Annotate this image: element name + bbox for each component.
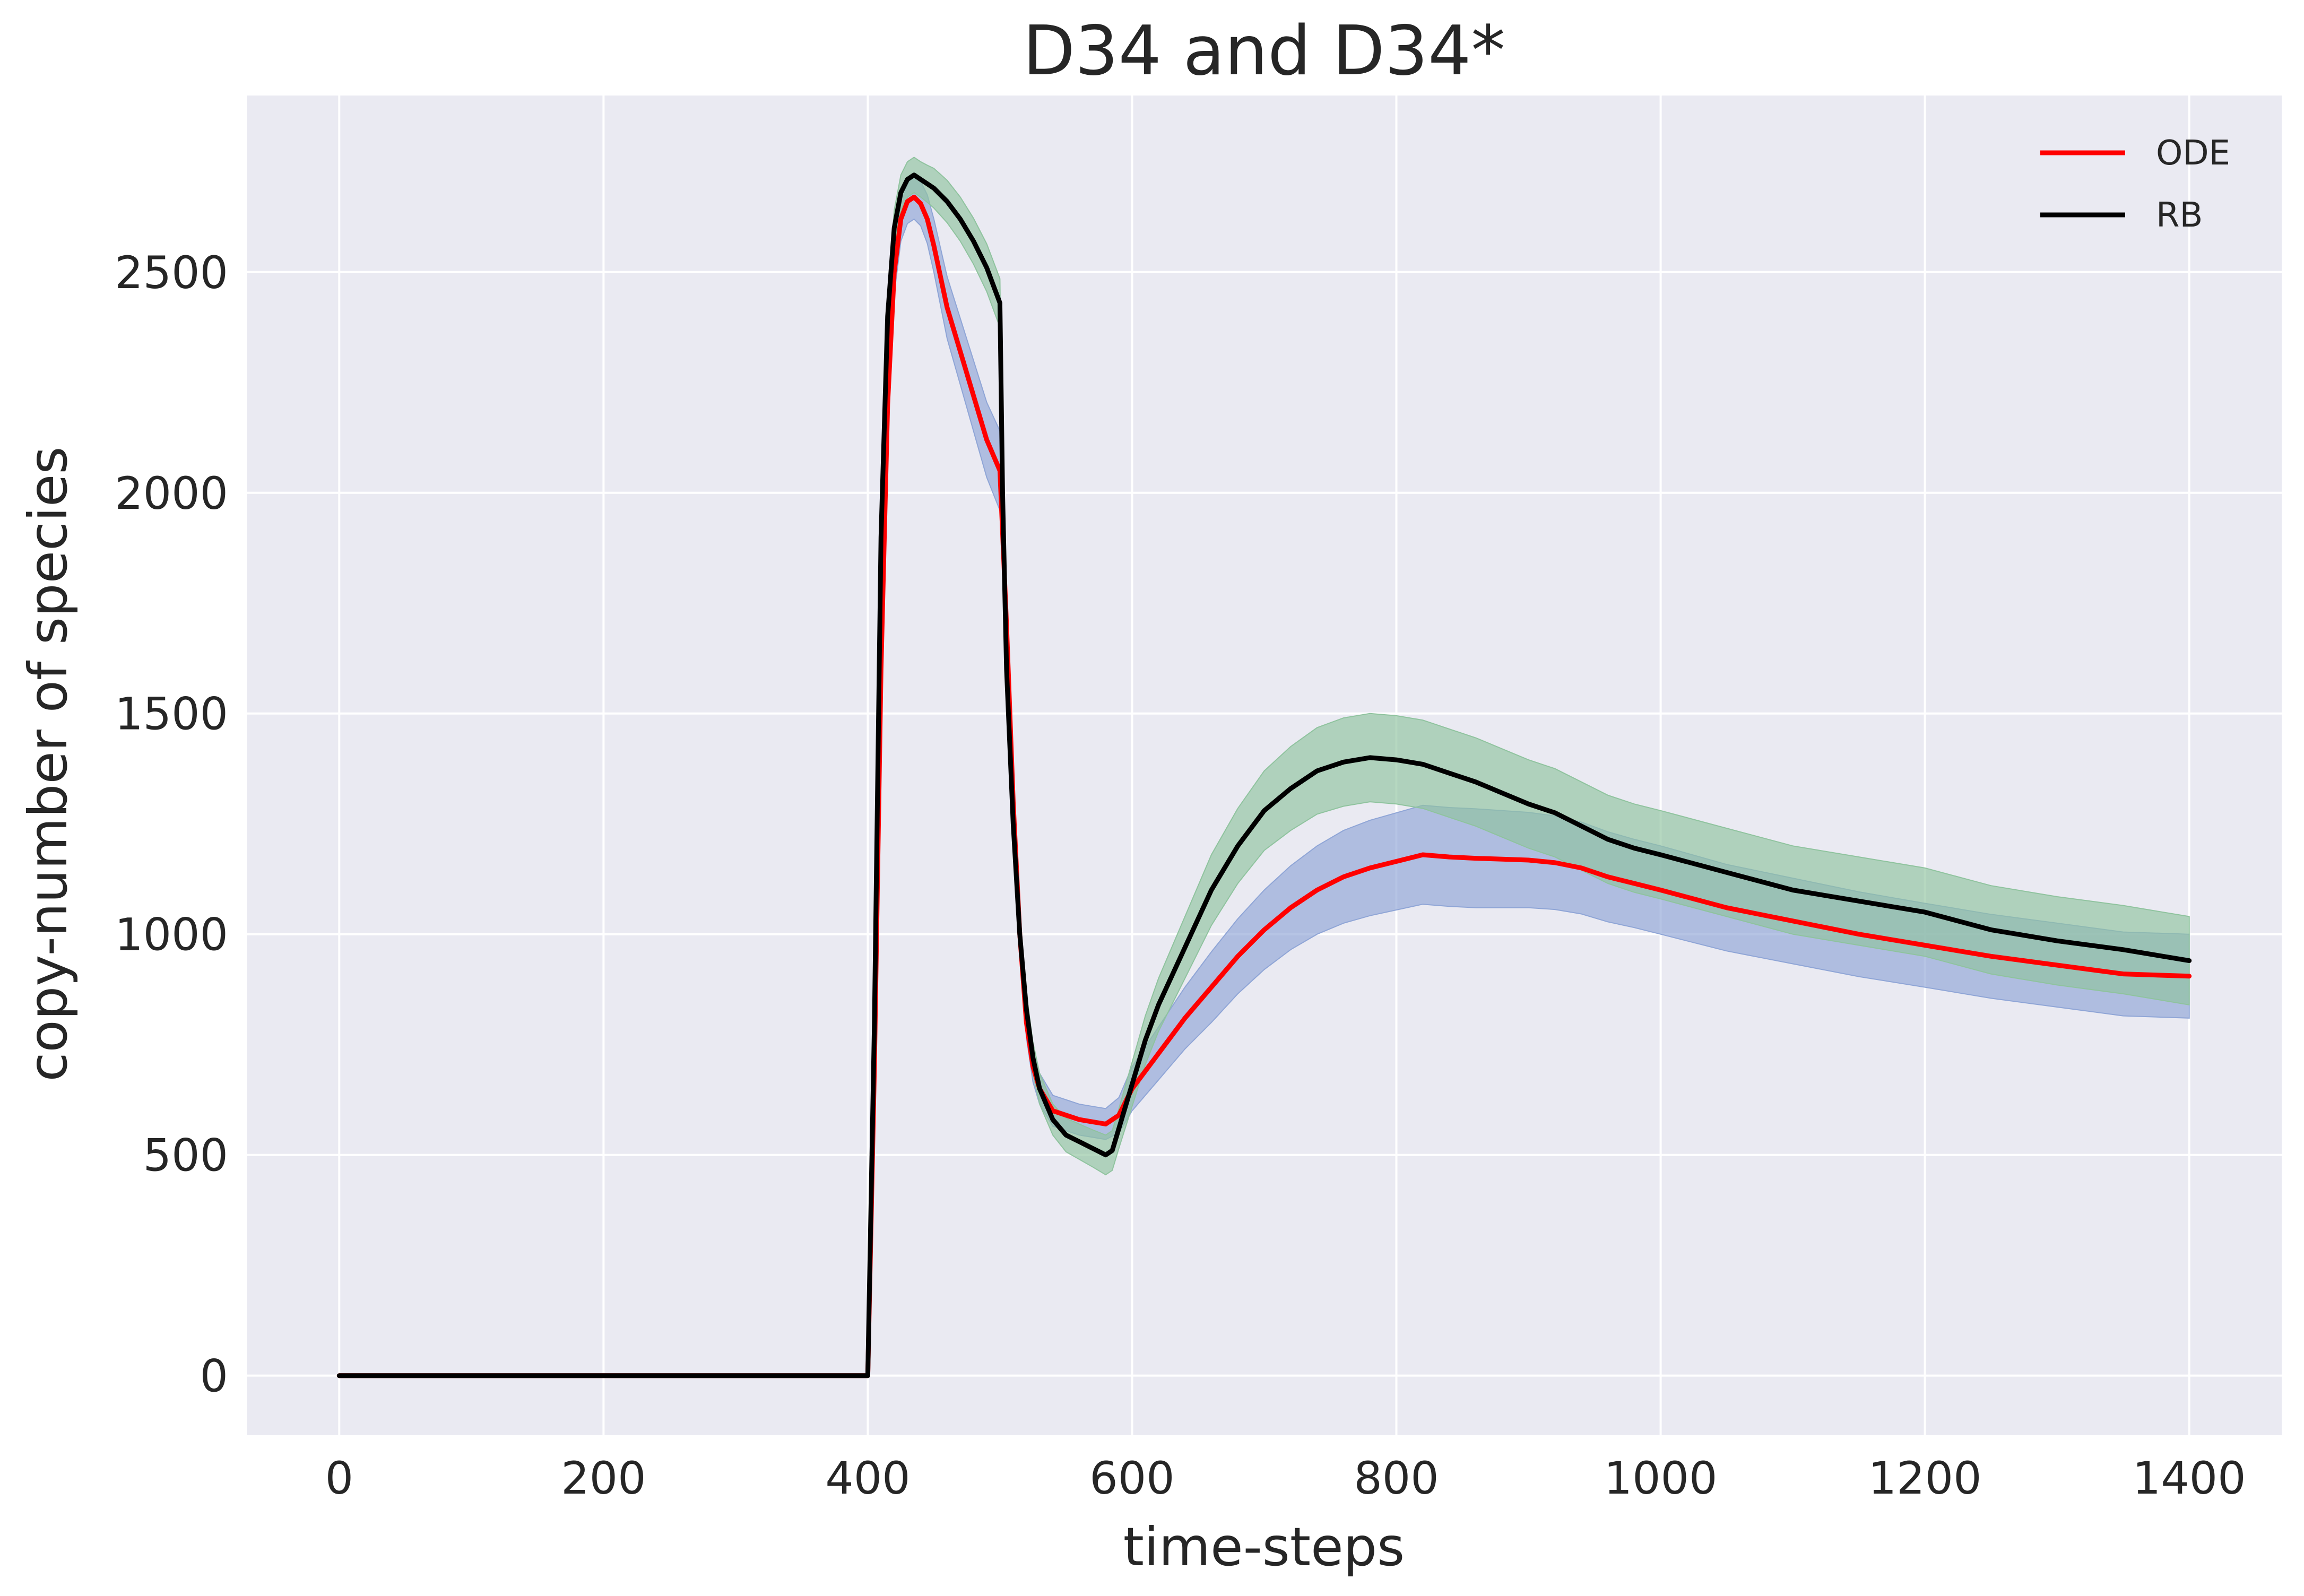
- plot-background: [247, 96, 2282, 1435]
- x-tick-label: 800: [1354, 1452, 1439, 1504]
- x-tick-label: 0: [325, 1452, 353, 1504]
- rb-line: [336, 172, 2192, 1378]
- y-tick-label: 500: [143, 1130, 228, 1182]
- y-tick-labels: 0 500 1000 1500 2000 2500: [115, 247, 228, 1402]
- x-tick-label: 1000: [1604, 1452, 1718, 1504]
- x-tick-label: 200: [561, 1452, 646, 1504]
- y-tick-label: 1000: [115, 909, 228, 961]
- y-tick-label: 2500: [115, 247, 228, 299]
- x-tick-label: 400: [825, 1452, 910, 1504]
- y-tick-label: 2000: [115, 467, 228, 519]
- series-lines: [336, 172, 2192, 1378]
- y-tick-label: 1500: [115, 688, 228, 740]
- x-tick-label: 1200: [1868, 1452, 1982, 1504]
- legend-label-rb: RB: [2156, 196, 2203, 235]
- x-tick-labels: 0 200 400 600 800 1000 1200 1400: [325, 1452, 2246, 1504]
- legend: ODE RB: [2040, 134, 2230, 235]
- chart-title: D34 and D34*: [1023, 12, 1505, 91]
- x-tick-label: 1400: [2133, 1452, 2246, 1504]
- legend-label-ode: ODE: [2156, 134, 2230, 173]
- x-tick-label: 600: [1089, 1452, 1174, 1504]
- y-axis-label: copy-number of species: [17, 447, 79, 1082]
- x-axis-label: time-steps: [1123, 1516, 1405, 1578]
- y-tick-label: 0: [200, 1350, 228, 1402]
